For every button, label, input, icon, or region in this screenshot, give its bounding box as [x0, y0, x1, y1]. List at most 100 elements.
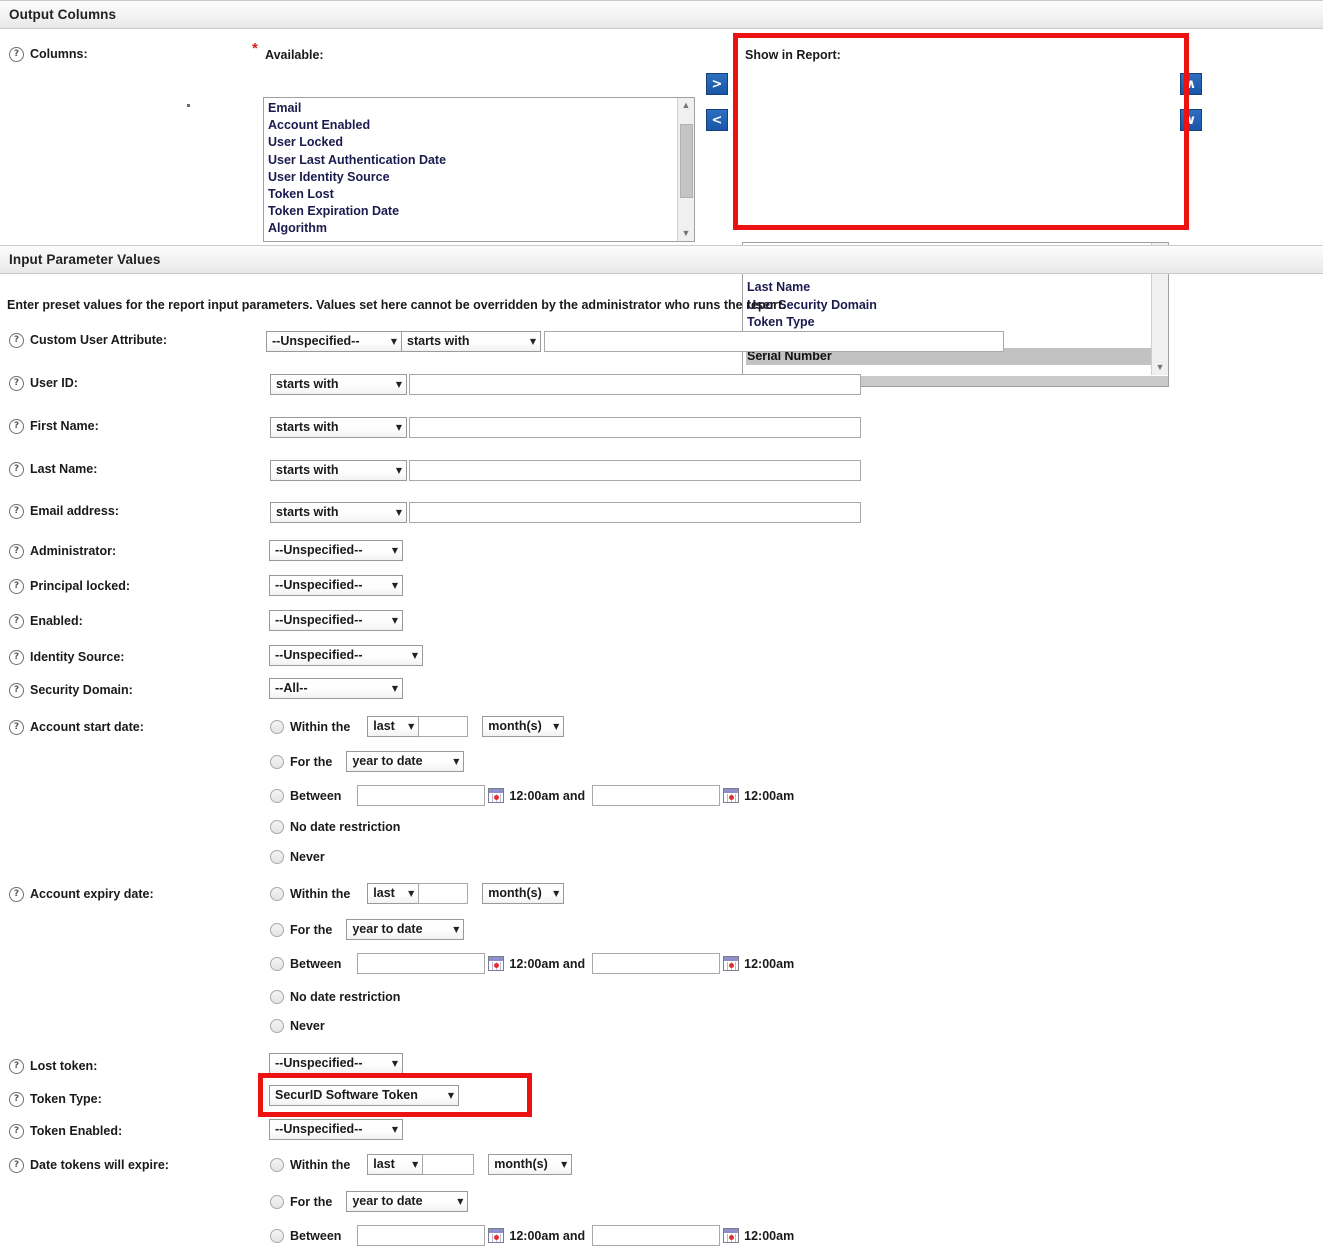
between-end-date-input[interactable] — [592, 953, 721, 974]
radio-never[interactable] — [270, 850, 284, 864]
radio-within-the[interactable] — [270, 1157, 284, 1172]
calendar-icon[interactable] — [723, 1228, 740, 1243]
list-item[interactable]: Algorithm — [268, 221, 328, 236]
calendar-icon[interactable] — [723, 788, 740, 803]
help-icon[interactable]: ? — [9, 1092, 24, 1107]
select-value: --Unspecified-- — [275, 543, 363, 557]
enabled-select[interactable]: --Unspecified-- ▼ — [269, 610, 403, 631]
list-item[interactable]: Token Lost — [268, 186, 334, 201]
calendar-icon[interactable] — [488, 788, 505, 803]
within-count-input[interactable] — [418, 716, 469, 737]
list-item[interactable]: User Locked — [268, 135, 344, 150]
list-item[interactable]: Token Expiration Date — [268, 204, 400, 219]
principal-locked-select[interactable]: --Unspecified-- ▼ — [269, 575, 403, 596]
available-options-list[interactable]: Email Account Enabled User Locked User L… — [264, 98, 678, 241]
help-icon[interactable]: ? — [9, 683, 24, 698]
help-icon[interactable]: ? — [9, 614, 24, 629]
help-icon[interactable]: ? — [9, 720, 24, 735]
calendar-icon[interactable] — [488, 956, 505, 971]
email-address-input[interactable] — [409, 502, 861, 523]
show-in-report-hscrollbar[interactable] — [743, 376, 1168, 386]
move-down-button[interactable]: ∨ — [1180, 109, 1202, 131]
help-icon[interactable]: ? — [9, 376, 24, 391]
identity-source-select[interactable]: --Unspecified-- ▼ — [269, 645, 423, 666]
user-id-operator-select[interactable]: starts with ▼ — [270, 374, 407, 395]
radio-between[interactable] — [270, 1228, 284, 1243]
first-name-input[interactable] — [409, 417, 861, 438]
radio-for-the[interactable] — [270, 922, 284, 937]
token-enabled-select[interactable]: --Unspecified-- ▼ — [269, 1119, 403, 1140]
help-icon[interactable]: ? — [9, 462, 24, 477]
radio-within-the[interactable] — [270, 886, 284, 901]
help-icon[interactable]: ? — [9, 1124, 24, 1139]
within-unit-select[interactable]: month(s) ▼ — [482, 716, 565, 737]
list-item[interactable]: Email — [268, 101, 302, 115]
help-icon[interactable]: ? — [9, 887, 24, 902]
within-unit-select[interactable]: month(s) ▼ — [488, 1154, 573, 1175]
within-last-select[interactable]: last ▼ — [367, 1154, 424, 1175]
help-icon[interactable]: ? — [9, 1158, 24, 1173]
help-icon[interactable]: ? — [9, 47, 24, 62]
between-start-date-input[interactable] — [357, 1225, 486, 1246]
help-icon[interactable]: ? — [9, 504, 24, 519]
last-name-operator-select[interactable]: starts with ▼ — [270, 460, 407, 481]
within-unit-select[interactable]: month(s) ▼ — [482, 883, 565, 904]
list-item-selected[interactable]: Serial Number — [746, 348, 1151, 366]
radio-no-date-restriction[interactable] — [270, 820, 284, 834]
administrator-select[interactable]: --Unspecified-- ▼ — [269, 540, 403, 561]
list-item[interactable]: Last Name — [747, 280, 811, 295]
within-last-select[interactable]: last ▼ — [367, 716, 420, 737]
between-end-date-input[interactable] — [592, 785, 721, 806]
security-domain-select[interactable]: --All-- ▼ — [269, 678, 403, 699]
help-icon[interactable]: ? — [9, 544, 24, 559]
lost-token-select[interactable]: --Unspecified-- ▼ — [269, 1053, 403, 1074]
email-address-operator-select[interactable]: starts with ▼ — [270, 502, 407, 523]
for-the-period-select[interactable]: year to date ▼ — [346, 919, 465, 940]
for-the-period-select[interactable]: year to date ▼ — [346, 751, 465, 772]
scroll-down-arrow-icon[interactable]: ▼ — [681, 228, 691, 238]
help-icon[interactable]: ? — [9, 333, 24, 348]
for-the-period-select[interactable]: year to date ▼ — [346, 1191, 469, 1212]
radio-never[interactable] — [270, 1019, 284, 1033]
user-id-input[interactable] — [409, 374, 861, 395]
custom-user-attribute-select[interactable]: --Unspecified-- ▼ — [266, 331, 402, 352]
between-end-date-input[interactable] — [592, 1225, 721, 1246]
list-item[interactable]: User Security Domain — [747, 297, 877, 312]
available-columns-listbox[interactable]: Email Account Enabled User Locked User L… — [263, 97, 695, 242]
end-time-label: 12:00am — [744, 956, 795, 971]
within-count-input[interactable] — [418, 883, 469, 904]
custom-user-attribute-operator-select[interactable]: starts with ▼ — [401, 331, 541, 352]
radio-within-the[interactable] — [270, 719, 284, 734]
list-item[interactable]: User Identity Source — [268, 169, 390, 184]
list-item[interactable]: User Last Authentication Date — [268, 152, 447, 167]
help-icon[interactable]: ? — [9, 1059, 24, 1074]
help-icon[interactable]: ? — [9, 419, 24, 434]
list-item[interactable]: Account Enabled — [268, 118, 371, 133]
scroll-up-arrow-icon[interactable]: ▲ — [681, 100, 691, 110]
within-count-input[interactable] — [422, 1154, 475, 1175]
radio-for-the[interactable] — [270, 1194, 284, 1209]
account-start-date-label-row: ? Account start date: — [9, 720, 144, 735]
radio-between[interactable] — [270, 788, 284, 803]
within-last-select[interactable]: last ▼ — [367, 883, 420, 904]
calendar-icon[interactable] — [723, 956, 740, 971]
available-list-scrollbar[interactable]: ▲ ▼ — [677, 98, 694, 241]
radio-between[interactable] — [270, 956, 284, 971]
move-up-button[interactable]: ∧ — [1180, 73, 1202, 95]
between-start-date-input[interactable] — [357, 785, 486, 806]
radio-for-the[interactable] — [270, 754, 284, 769]
token-type-select[interactable]: SecurID Software Token ▼ — [269, 1085, 459, 1106]
radio-no-date-restriction[interactable] — [270, 990, 284, 1004]
custom-user-attribute-input[interactable] — [544, 331, 1004, 352]
calendar-icon[interactable] — [488, 1228, 505, 1243]
add-column-button[interactable]: > — [706, 73, 728, 95]
between-start-date-input[interactable] — [357, 953, 486, 974]
first-name-operator-select[interactable]: starts with ▼ — [270, 417, 407, 438]
list-item[interactable]: Token Type — [747, 314, 815, 329]
scrollbar-thumb[interactable] — [680, 124, 693, 198]
remove-column-button[interactable]: < — [706, 109, 728, 131]
last-name-input[interactable] — [409, 460, 861, 481]
scroll-down-arrow-icon[interactable]: ▼ — [1155, 362, 1165, 372]
help-icon[interactable]: ? — [9, 579, 24, 594]
help-icon[interactable]: ? — [9, 650, 24, 665]
